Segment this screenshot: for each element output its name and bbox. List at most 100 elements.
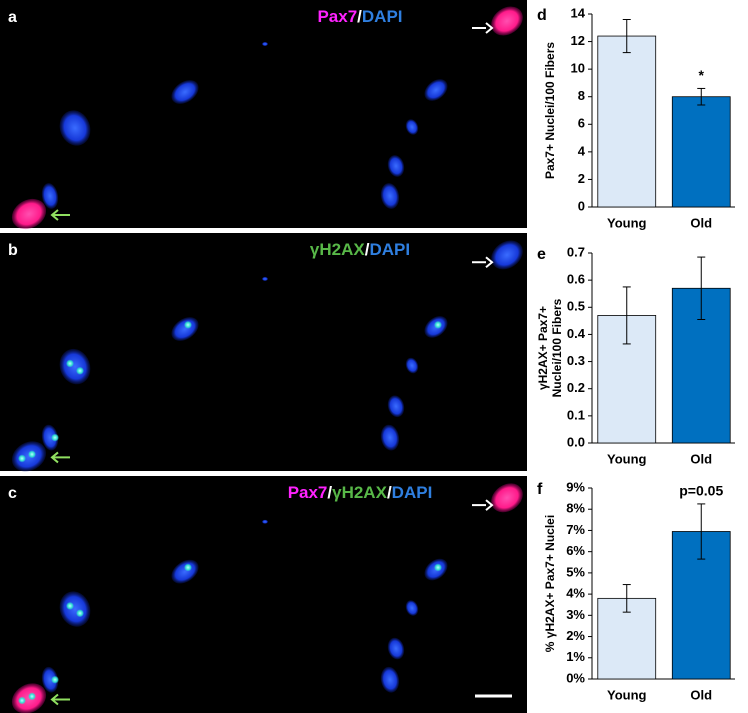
- nucleus: [380, 424, 400, 451]
- y-tick-label: 8%: [566, 501, 585, 516]
- x-tick-label: Old: [690, 451, 712, 466]
- nucleus: [41, 424, 59, 451]
- panel-letter: e: [537, 246, 546, 263]
- y-tick-label: 5%: [566, 564, 585, 579]
- y-tick-label: 0.5: [567, 299, 585, 314]
- micrograph: [0, 233, 527, 471]
- micrograph-panel: a Pax7/DAPI: [0, 0, 527, 230]
- nucleus: [41, 666, 59, 693]
- foci: [184, 320, 192, 329]
- y-tick-label: 2: [578, 171, 585, 186]
- nucleus: [387, 395, 405, 418]
- nucleus: [380, 666, 400, 693]
- y-tick-label: 0.4: [567, 326, 586, 341]
- nucleus: [59, 348, 91, 385]
- y-tick-label: 14: [571, 5, 586, 20]
- arrow-head: [50, 209, 59, 221]
- y-tick-label: 4: [578, 143, 586, 158]
- stain-part: /: [357, 7, 362, 26]
- stain-part: γH2AX: [310, 240, 365, 259]
- y-tick-label: 4%: [566, 586, 585, 601]
- foci: [18, 696, 26, 705]
- nucleus: [405, 119, 419, 135]
- nucleus: [171, 317, 199, 341]
- nucleus: [262, 519, 268, 524]
- arrow-head: [50, 693, 59, 706]
- stain-part: Pax7: [317, 7, 357, 26]
- y-tick-label: 0.6: [567, 272, 585, 287]
- nucleus: [491, 483, 523, 513]
- y-tick-label: 0: [578, 198, 585, 213]
- foci: [28, 450, 36, 459]
- y-tick-label: 0.1: [567, 407, 585, 422]
- y-tick-label: 0.3: [567, 353, 585, 368]
- stain-part: Pax7: [288, 483, 328, 502]
- micrograph-panel: c Pax7/γH2AX/DAPI: [0, 476, 527, 713]
- stain-part: DAPI: [362, 7, 403, 26]
- foci: [28, 692, 36, 701]
- y-tick-label: 2%: [566, 628, 585, 643]
- x-tick-label: Old: [690, 215, 712, 230]
- nucleus: [387, 155, 405, 177]
- nucleus: [262, 42, 268, 46]
- foci: [76, 366, 84, 375]
- foci: [184, 563, 192, 572]
- x-tick-label: Young: [607, 687, 647, 702]
- x-tick-label: Young: [607, 451, 647, 466]
- y-axis-label: Nuclei/100 Fibers: [550, 298, 564, 397]
- y-tick-label: 9%: [566, 479, 585, 494]
- stain-part: DAPI: [392, 483, 433, 502]
- nucleus: [262, 276, 268, 281]
- nucleus: [41, 183, 59, 209]
- y-tick-label: 1%: [566, 649, 585, 664]
- foci: [51, 433, 59, 442]
- y-tick-label: 3%: [566, 607, 585, 622]
- stain-label: γH2AX/DAPI: [310, 240, 410, 259]
- micrograph-panel: b γH2AX/DAPI: [0, 233, 527, 472]
- panel-letter: a: [8, 9, 17, 26]
- y-tick-label: 0%: [566, 670, 585, 685]
- stain-part: /: [365, 240, 370, 259]
- y-tick-label: 0.0: [567, 434, 585, 449]
- bar: [671, 96, 731, 208]
- stain-part: /: [327, 483, 332, 502]
- x-tick-label: Young: [607, 215, 647, 230]
- stain-part: DAPI: [369, 240, 410, 259]
- nucleus: [405, 357, 419, 374]
- stain-label: Pax7/γH2AX/DAPI: [288, 483, 433, 502]
- annotation: p=0.05: [679, 483, 723, 499]
- x-tick-label: Old: [690, 687, 712, 702]
- arrow-head: [485, 499, 494, 511]
- nucleus: [405, 600, 419, 616]
- micrograph: [0, 0, 527, 228]
- stain-part: γH2AX: [332, 483, 387, 502]
- y-tick-label: 10: [571, 61, 585, 76]
- foci: [76, 609, 84, 618]
- nucleus: [171, 559, 199, 584]
- y-tick-label: 0.7: [567, 244, 585, 259]
- arrow-head: [485, 256, 494, 268]
- y-tick-label: 8: [578, 88, 585, 103]
- panel-letter: c: [8, 485, 17, 502]
- y-axis-label: % γH2AX+ Pax7+ Nuclei: [543, 515, 557, 652]
- stain-label: Pax7/DAPI: [317, 7, 402, 26]
- panel-letter: b: [8, 242, 18, 259]
- y-tick-label: 0.2: [567, 380, 585, 395]
- foci: [18, 454, 26, 463]
- nucleus: [11, 198, 47, 230]
- y-tick-label: 6: [578, 116, 585, 131]
- nucleus: [59, 591, 91, 627]
- nucleus: [424, 79, 448, 101]
- foci: [66, 601, 74, 610]
- y-tick-label: 6%: [566, 543, 585, 558]
- foci: [434, 320, 442, 329]
- nucleus: [491, 240, 523, 270]
- nucleus: [59, 110, 91, 146]
- foci: [66, 359, 74, 368]
- nucleus: [491, 6, 523, 36]
- bar: [597, 35, 657, 208]
- micrograph: [0, 476, 527, 713]
- y-tick-label: 12: [571, 33, 585, 48]
- stain-part: /: [387, 483, 392, 502]
